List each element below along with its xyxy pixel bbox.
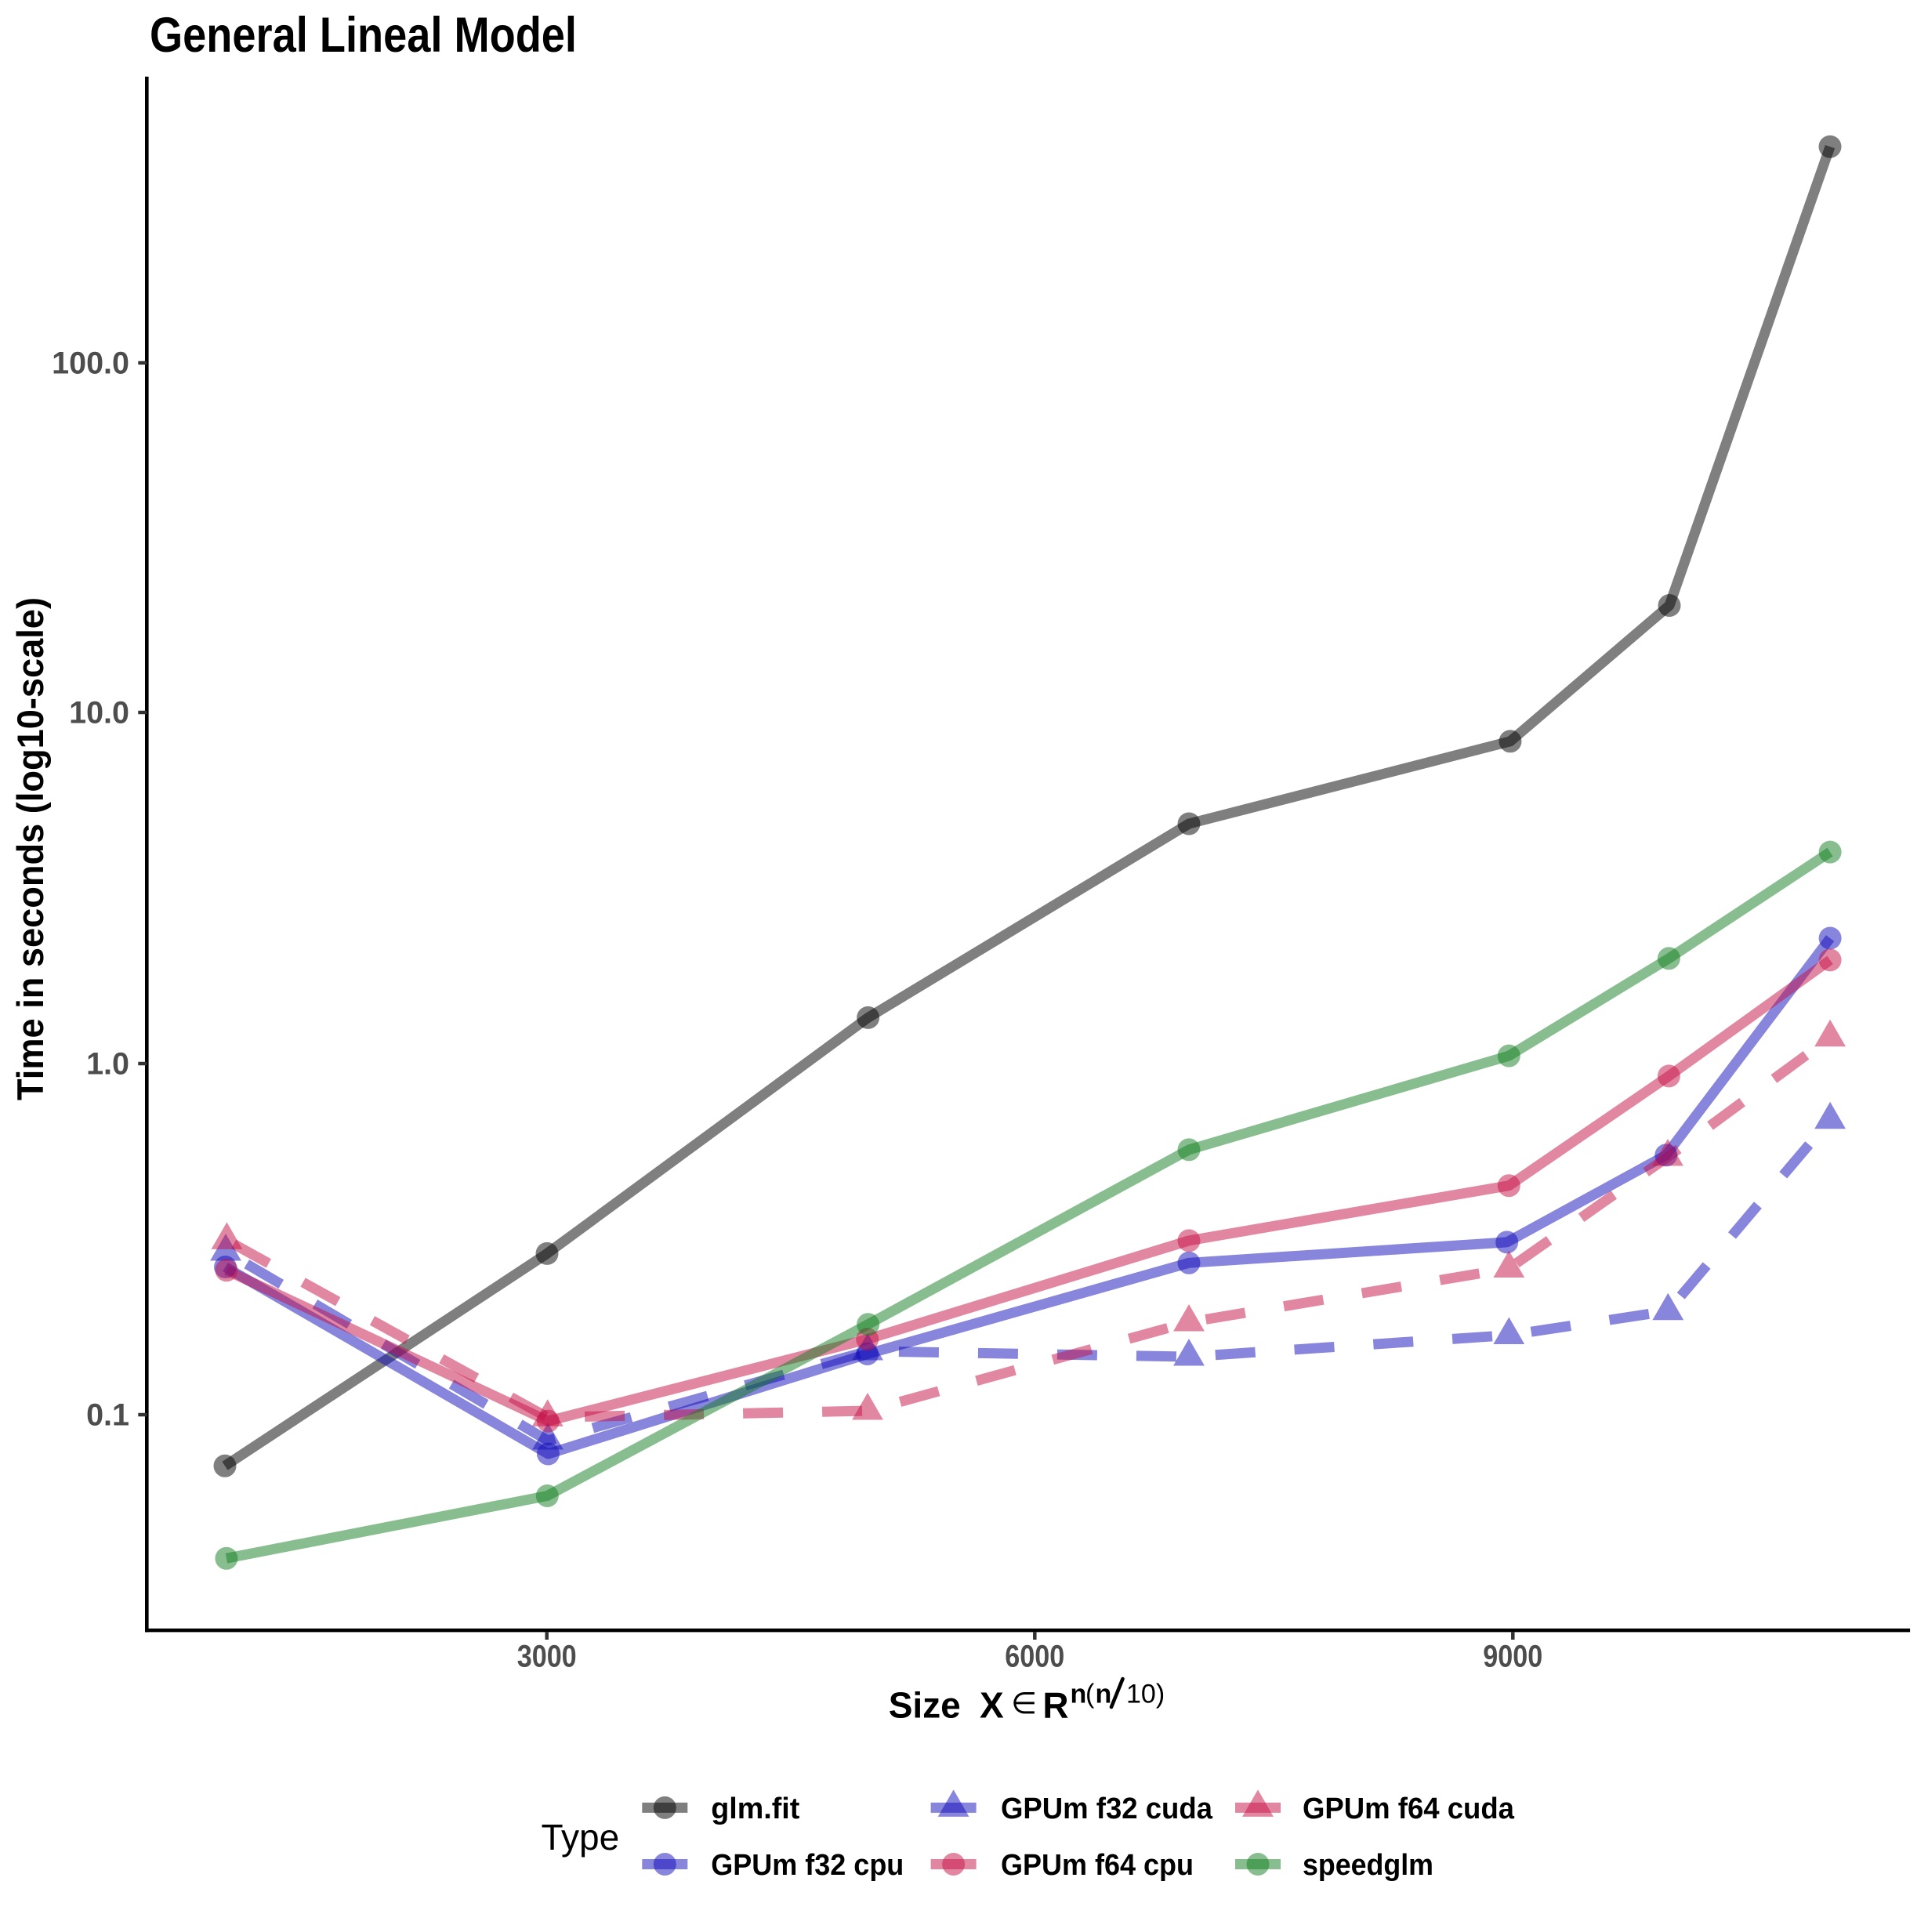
svg-text:6000: 6000 xyxy=(1005,1639,1064,1673)
svg-text:Type: Type xyxy=(542,1817,620,1858)
svg-text:GPUm f32 cuda: GPUm f32 cuda xyxy=(1001,1792,1213,1825)
svg-text:Time in seconds (log10-scale): Time in seconds (log10-scale) xyxy=(9,597,51,1100)
svg-text:GPUm f64 cuda: GPUm f64 cuda xyxy=(1303,1792,1515,1825)
svg-text:speedglm: speedglm xyxy=(1303,1849,1433,1882)
svg-text:0.1: 0.1 xyxy=(86,1398,129,1433)
svg-text:GPUm f64 cpu: GPUm f64 cpu xyxy=(1001,1849,1194,1882)
svg-text:3000: 3000 xyxy=(517,1639,577,1673)
svg-text:10.0: 10.0 xyxy=(69,696,129,730)
svg-text:GPUm f32 cpu: GPUm f32 cpu xyxy=(711,1849,904,1882)
svg-text:General Lineal Model: General Lineal Model xyxy=(150,8,577,63)
svg-text:1.0: 1.0 xyxy=(86,1047,129,1082)
svg-text:100.0: 100.0 xyxy=(52,346,129,381)
svg-text:9000: 9000 xyxy=(1483,1639,1542,1673)
svg-text:glm.fit: glm.fit xyxy=(711,1792,799,1825)
